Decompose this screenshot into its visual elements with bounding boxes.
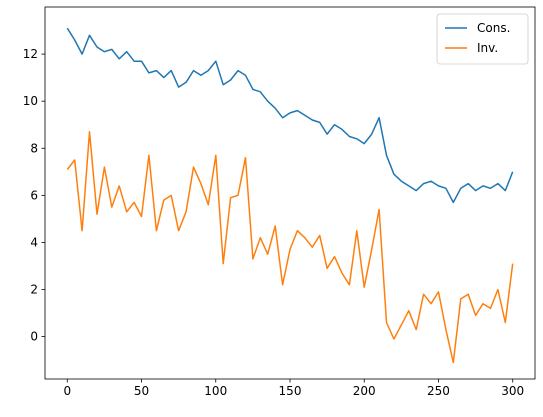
series-line-1 xyxy=(66,131,514,364)
x-tick-label: 100 xyxy=(204,384,227,398)
y-tick-label: 8 xyxy=(30,141,38,155)
y-axis: 0 2 4 6 8 10 12 xyxy=(23,47,45,344)
legend-label: Inv. xyxy=(477,41,498,55)
legend-label: Cons. xyxy=(477,21,510,35)
y-tick-label: 10 xyxy=(23,94,38,108)
x-tick-label: 250 xyxy=(427,384,450,398)
x-tick-label: 0 xyxy=(63,384,71,398)
y-tick-label: 0 xyxy=(30,330,38,344)
legend-box xyxy=(436,13,529,65)
legend: Cons. Inv. xyxy=(436,13,529,65)
series-line-0 xyxy=(66,27,514,204)
y-tick-label: 12 xyxy=(23,47,38,61)
x-tick-label: 300 xyxy=(501,384,524,398)
y-tick-label: 2 xyxy=(30,283,38,297)
x-tick-label: 50 xyxy=(134,384,149,398)
y-tick-label: 4 xyxy=(30,235,38,249)
x-axis: 0 50 100 150 200 250 300 xyxy=(63,379,524,398)
x-tick-label: 150 xyxy=(279,384,302,398)
series-layer xyxy=(66,27,514,364)
x-tick-label: 200 xyxy=(353,384,376,398)
y-tick-label: 6 xyxy=(30,188,38,202)
